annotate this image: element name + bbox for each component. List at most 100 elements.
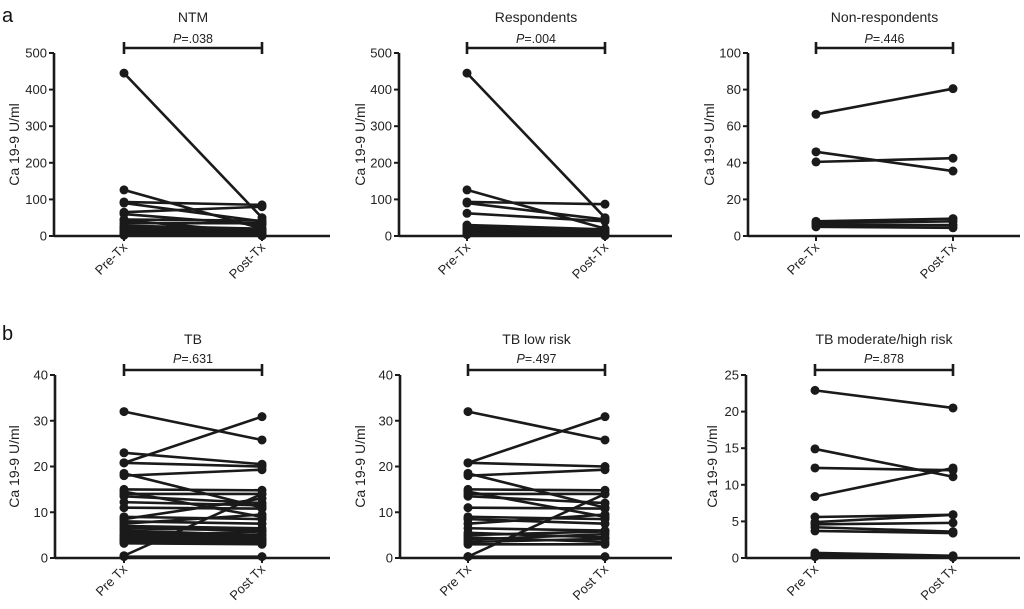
- significance-bracket: [814, 42, 955, 54]
- paired-line: [814, 225, 955, 230]
- p-value-label: P=.004: [516, 32, 556, 46]
- post-point: [257, 539, 267, 549]
- p-number: =.038: [181, 32, 213, 46]
- paired-line: [122, 524, 264, 530]
- paired-line: [122, 497, 264, 521]
- x-tick-label: Pre-Tx: [435, 239, 474, 278]
- pre-point: [810, 463, 820, 473]
- post-point: [948, 510, 958, 520]
- y-tick-label: 5: [732, 514, 739, 529]
- paired-line: [813, 521, 955, 526]
- pre-point: [119, 448, 129, 458]
- post-point: [257, 489, 267, 499]
- post-point: [600, 519, 610, 529]
- pre-point: [119, 552, 129, 562]
- pre-point: [463, 552, 473, 562]
- pre-point: [462, 208, 472, 218]
- x-tick-label: Pre Tx: [437, 561, 475, 599]
- y-tick-label: 20: [379, 459, 393, 474]
- post-point: [948, 223, 958, 233]
- x-tick-label: Pre-Tx: [784, 239, 823, 278]
- post-point: [257, 552, 267, 562]
- post-point: [948, 463, 958, 473]
- paired-line: [466, 537, 607, 544]
- chart-title: NTM: [178, 9, 208, 25]
- post-point: [948, 403, 958, 413]
- paired-line: [466, 415, 607, 465]
- paired-line: [465, 200, 607, 206]
- chart-panel-5: TB low risk P=.497 0 10 20 30 40 Ca 19-9 U/ml Pr…: [352, 331, 672, 603]
- y-tick-label: 10: [725, 477, 739, 492]
- pre-point: [810, 526, 820, 536]
- p-symbol: P: [517, 352, 526, 366]
- y-tick-label: 0: [385, 229, 392, 244]
- pre-point: [463, 491, 473, 501]
- y-tick-label: 0: [386, 551, 393, 566]
- pre-point: [119, 538, 129, 548]
- x-tick-label: Post Tx: [918, 561, 960, 603]
- pre-point: [119, 198, 129, 208]
- pre-point: [462, 198, 472, 208]
- paired-line: [122, 532, 264, 542]
- significance-bracket: [466, 364, 607, 376]
- post-point: [948, 518, 958, 528]
- chart-panel-3: Non-respondents P=.446 0 20 40 60 80 100 Ca 19-9…: [701, 9, 1020, 282]
- paired-line: [122, 218, 264, 222]
- pre-point: [462, 230, 472, 240]
- paired-line: [466, 517, 607, 525]
- y-tick-label: 40: [379, 368, 393, 383]
- paired-line: [466, 461, 607, 468]
- p-value-label: P=.497: [517, 352, 557, 366]
- y-tick-label: 400: [370, 82, 392, 97]
- pre-point: [811, 157, 821, 167]
- y-tick-label: 500: [370, 46, 392, 61]
- pre-point: [119, 458, 129, 468]
- paired-line: [122, 205, 264, 214]
- significance-bracket: [813, 364, 955, 376]
- p-value-label: P=.038: [173, 32, 213, 46]
- y-tick-label: 60: [727, 119, 741, 134]
- p-symbol: P: [173, 32, 182, 46]
- x-tick-label: Post Tx: [570, 561, 612, 603]
- y-tick-label: 10: [34, 505, 48, 520]
- y-tick-label: 20: [725, 404, 739, 419]
- x-tick-label: Post-Tx: [917, 239, 960, 282]
- p-number: =.631: [181, 352, 213, 366]
- y-tick-label: 400: [25, 82, 47, 97]
- y-axis-label: Ca 19-9 U/ml: [6, 425, 22, 507]
- pre-point: [463, 503, 473, 513]
- post-point: [600, 199, 610, 209]
- y-tick-label: 0: [40, 229, 47, 244]
- post-point: [948, 472, 958, 482]
- paired-line: [122, 531, 264, 539]
- y-tick-label: 30: [379, 413, 393, 428]
- significance-bracket: [122, 364, 264, 376]
- chart-title: TB: [184, 331, 202, 347]
- p-number: =.004: [524, 32, 556, 46]
- pre-point: [810, 385, 820, 395]
- y-tick-label: 200: [25, 155, 47, 170]
- pre-point: [810, 552, 820, 562]
- post-point: [600, 552, 610, 562]
- paired-line: [813, 389, 955, 410]
- chart-title: TB low risk: [502, 331, 571, 347]
- paired-line: [813, 529, 955, 535]
- paired-line: [122, 71, 264, 219]
- pre-point: [119, 185, 129, 195]
- post-point: [948, 84, 958, 94]
- y-tick-label: 20: [727, 192, 741, 207]
- post-point: [600, 231, 610, 241]
- paired-line: [466, 494, 607, 505]
- paired-line: [466, 532, 607, 542]
- post-point: [600, 539, 610, 549]
- p-number: =.878: [872, 352, 904, 366]
- p-value-label: P=.878: [864, 352, 904, 366]
- post-point: [257, 231, 267, 241]
- chart-title: Non-respondents: [831, 9, 938, 25]
- y-tick-label: 500: [25, 46, 47, 61]
- y-tick-label: 0: [41, 551, 48, 566]
- panel-letter-b: b: [2, 323, 13, 345]
- y-tick-label: 300: [25, 119, 47, 134]
- paired-line: [813, 466, 955, 498]
- paired-line: [465, 71, 607, 219]
